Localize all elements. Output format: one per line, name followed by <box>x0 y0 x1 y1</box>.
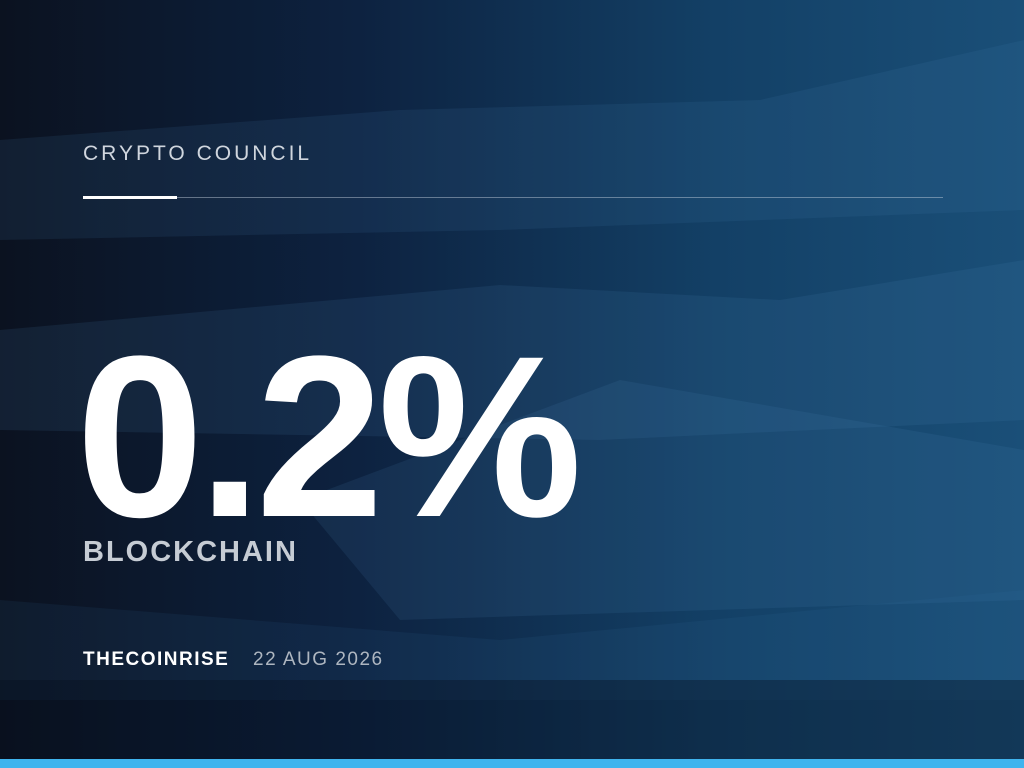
bottom-bar <box>0 759 1024 768</box>
title: CRYPTO COUNCIL <box>83 142 313 165</box>
stat-value: 0.2% <box>76 308 582 565</box>
divider <box>83 197 943 198</box>
source: THECOINRISE <box>83 649 230 670</box>
divider-accent <box>83 196 177 199</box>
stat-label: BLOCKCHAIN <box>83 536 298 568</box>
date: 22 AUG 2026 <box>253 649 384 670</box>
